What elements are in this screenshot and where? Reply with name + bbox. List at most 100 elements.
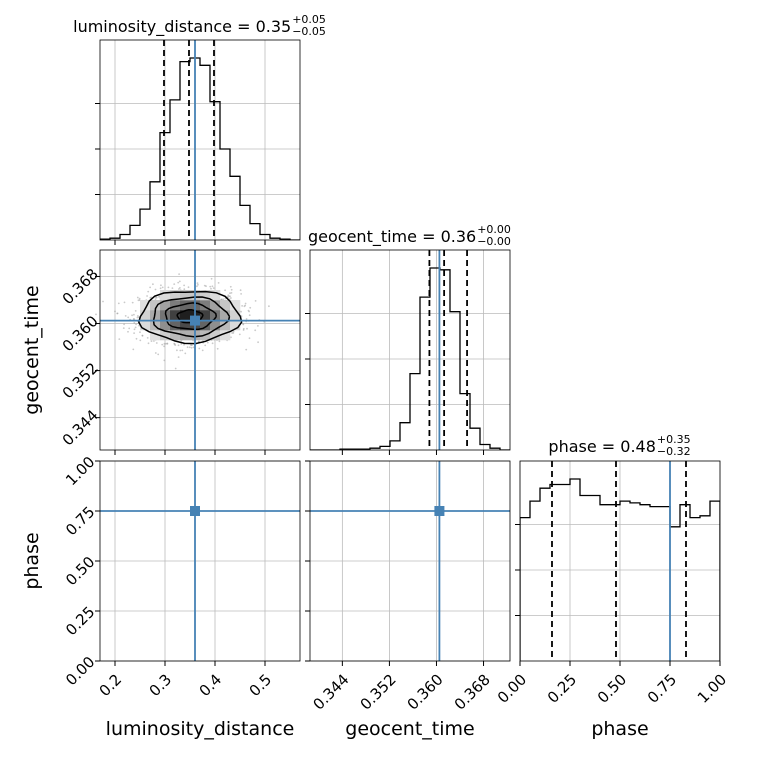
scatter-point xyxy=(458,581,460,583)
scatter-point xyxy=(444,627,446,629)
scatter-point xyxy=(180,556,182,558)
scatter-point xyxy=(174,462,176,464)
scatter-point xyxy=(448,519,450,521)
scatter-point xyxy=(197,656,199,658)
scatter-point xyxy=(192,492,194,494)
truth-layer xyxy=(100,40,671,661)
scatter-point xyxy=(191,504,193,506)
scatter-point xyxy=(208,550,210,552)
density-cell xyxy=(230,481,240,491)
scatter-point xyxy=(473,646,475,648)
scatter-point xyxy=(424,600,426,602)
scatter-point xyxy=(441,598,443,600)
scatter-point xyxy=(173,555,175,557)
scatter-point xyxy=(202,638,204,640)
scatter-point xyxy=(431,475,433,477)
scatter-point xyxy=(238,480,240,482)
scatter-point xyxy=(423,506,425,508)
scatter-point xyxy=(449,468,451,470)
scatter-point xyxy=(446,520,448,522)
scatter-point xyxy=(447,549,449,551)
scatter-point xyxy=(177,590,179,592)
scatter-point xyxy=(453,634,455,636)
scatter-point xyxy=(207,540,209,542)
scatter-point xyxy=(123,624,125,626)
scatter-point xyxy=(183,284,186,287)
scatter-point xyxy=(433,491,435,493)
scatter-point xyxy=(167,471,169,473)
density-cell xyxy=(150,330,161,341)
scatter-point xyxy=(432,494,434,496)
scatter-point xyxy=(458,639,460,641)
scatter-point xyxy=(226,473,228,475)
scatter-point xyxy=(201,599,203,601)
scatter-point xyxy=(411,654,413,656)
scatter-point xyxy=(430,648,432,650)
scatter-point xyxy=(169,486,171,488)
scatter-point xyxy=(429,512,431,514)
scatter-point xyxy=(427,496,429,498)
density-cell xyxy=(220,521,230,531)
scatter-point xyxy=(186,605,188,607)
scatter-point xyxy=(184,653,186,655)
scatter-point xyxy=(419,605,421,607)
scatter-point xyxy=(200,570,202,572)
scatter-point xyxy=(419,577,421,579)
scatter-point xyxy=(428,541,430,543)
title-label: luminosity_distance = 0.35 xyxy=(73,17,291,37)
scatter-point xyxy=(431,515,433,517)
scatter-point xyxy=(183,647,185,649)
scatter-point xyxy=(185,623,187,625)
density-cell xyxy=(180,581,190,591)
scatter-point xyxy=(455,465,457,467)
scatter-point xyxy=(449,604,451,606)
scatter-point xyxy=(220,622,222,624)
scatter-point xyxy=(478,538,480,540)
scatter-point xyxy=(206,538,208,540)
scatter-point xyxy=(427,538,429,540)
scatter-point xyxy=(221,636,223,638)
scatter-point xyxy=(455,645,457,647)
scatter-point xyxy=(178,500,180,502)
scatter-point xyxy=(448,534,450,536)
scatter-point xyxy=(451,531,453,533)
density-cell xyxy=(220,641,230,651)
scatter-point xyxy=(451,605,453,607)
scatter-point xyxy=(452,550,454,552)
scatter-point xyxy=(446,521,448,523)
scatter-point xyxy=(449,562,451,564)
scatter-point xyxy=(427,541,429,543)
scatter-point xyxy=(452,495,454,497)
scatter-point xyxy=(433,497,435,499)
scatter-point xyxy=(429,503,431,505)
scatter-point xyxy=(175,598,177,600)
scatter-point xyxy=(181,466,183,468)
scatter-point xyxy=(204,500,206,502)
scatter-point xyxy=(433,574,435,576)
scatter-point xyxy=(181,612,183,614)
scatter-point xyxy=(469,506,471,508)
scatter-point xyxy=(459,563,461,565)
scatter-point xyxy=(171,598,173,600)
scatter-point xyxy=(444,573,446,575)
scatter-point xyxy=(167,599,169,601)
scatter-point xyxy=(133,328,136,331)
density-cell xyxy=(230,511,240,521)
scatter-point xyxy=(155,604,157,606)
scatter-point xyxy=(192,522,194,524)
scatter-point xyxy=(229,502,231,504)
scatter-point xyxy=(424,495,426,497)
scatter-point xyxy=(218,617,220,619)
scatter-point xyxy=(451,642,453,644)
scatter-point xyxy=(452,524,454,526)
scatter-point xyxy=(132,318,135,320)
scatter-point xyxy=(440,483,442,485)
scatter-point xyxy=(175,517,177,519)
scatter-point xyxy=(441,597,443,599)
scatter-point xyxy=(456,648,458,650)
contour-line xyxy=(152,296,231,338)
scatter-point xyxy=(446,598,448,600)
scatter-point xyxy=(213,582,215,584)
scatter-point xyxy=(188,554,190,556)
scatter-point xyxy=(450,632,452,634)
